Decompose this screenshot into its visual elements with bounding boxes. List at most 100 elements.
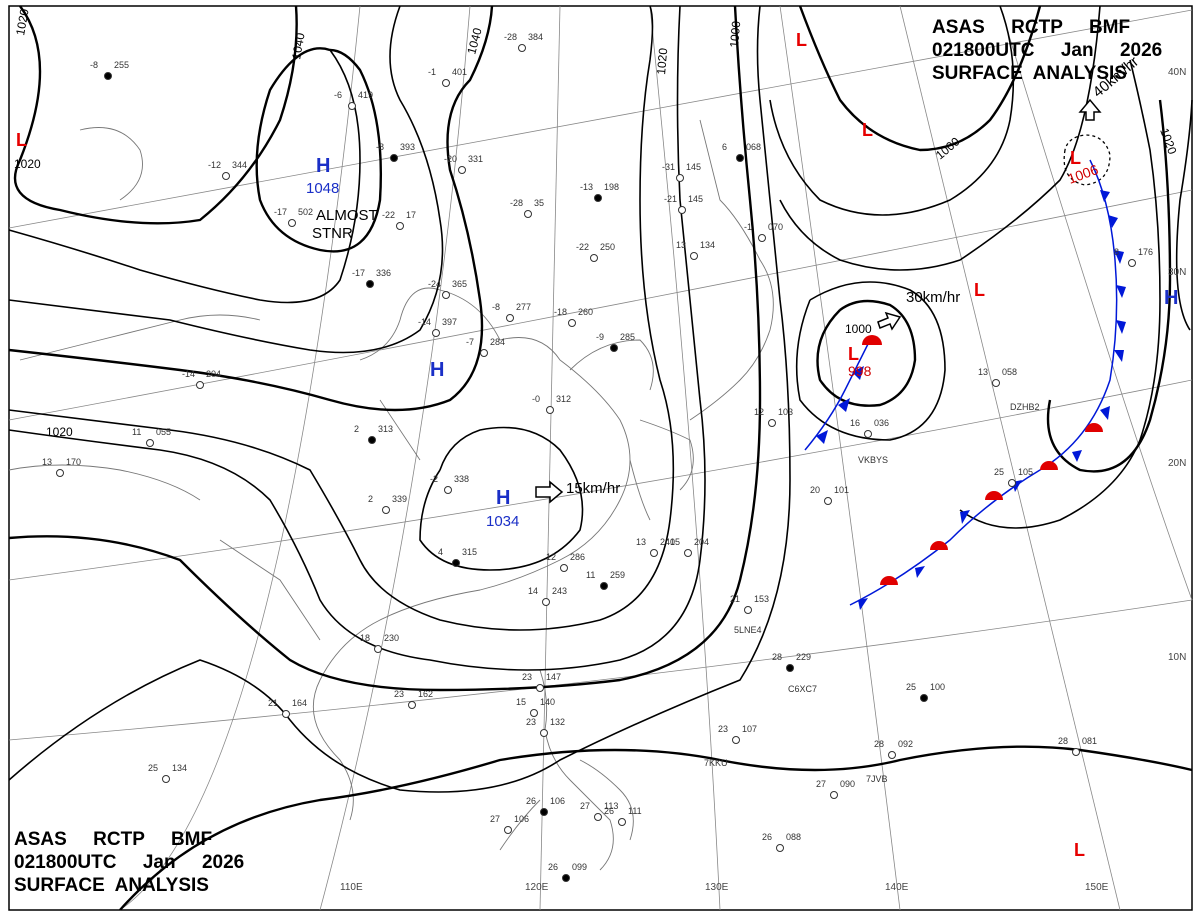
station-pressure: 35 (534, 198, 544, 208)
station-pressure: 134 (700, 240, 715, 250)
station-temp: -2 (430, 474, 438, 484)
station-temp: -8 (90, 60, 98, 70)
station-pressure: 401 (452, 67, 467, 77)
station-temp: 26 (526, 796, 536, 806)
station-pressure: 036 (874, 418, 889, 428)
high-label: H (430, 359, 444, 381)
high-motion-note: ALMOST STNR (312, 207, 378, 242)
low-pressure-value: 998 (848, 363, 872, 379)
station-pressure: 204 (206, 369, 221, 379)
station-temp: 21 (730, 594, 740, 604)
station-pressure: 384 (528, 32, 543, 42)
station-marker (736, 154, 744, 162)
ship-call-sign: 7KKU (704, 758, 728, 768)
station-marker (786, 664, 794, 672)
station-pressure: 312 (556, 394, 571, 404)
station-temp: 15 (516, 697, 526, 707)
station-temp: -14 (182, 369, 195, 379)
header-line: ASAS RCTP BMF (932, 17, 1131, 38)
station-temp: 23 (522, 672, 532, 682)
station-marker (196, 381, 204, 389)
station-pressure: 285 (620, 332, 635, 342)
station-pressure: 397 (442, 317, 457, 327)
station-temp: 2 (368, 494, 373, 504)
graticule (8, 5, 1193, 911)
station-marker (600, 582, 608, 590)
high-center-1048: H 1048 ALMOST STNR (306, 155, 378, 242)
station-pressure: 338 (454, 474, 469, 484)
station-pressure: 255 (114, 60, 129, 70)
station-marker (678, 206, 686, 214)
station-pressure: 088 (786, 832, 801, 842)
station-temp: 11 (586, 570, 595, 580)
station-pressure: 113 (604, 801, 618, 811)
graticule-labels: 110E 120E 130E 140E 150E 40N 30N 20N 10N (340, 67, 1186, 893)
station-marker (992, 379, 1000, 387)
header-title: SURFACE ANALYSIS (14, 875, 209, 896)
station-marker (618, 818, 626, 826)
station-temp: 26 (548, 862, 558, 872)
station-temp: 28 (1058, 736, 1068, 746)
station-pressure: 250 (600, 242, 615, 252)
station-marker (518, 44, 526, 52)
station-pressure: 134 (172, 763, 187, 773)
station-marker (504, 826, 512, 834)
station-pressure: 100 (930, 682, 945, 692)
station-temp: 13 (978, 367, 988, 377)
longitude-label: 130E (705, 882, 729, 893)
station-marker (1072, 748, 1080, 756)
station-temp: 25 (906, 682, 916, 692)
isobar-label: 1000 (845, 322, 872, 336)
station-marker (288, 219, 296, 227)
station-temp: 28 (874, 739, 884, 749)
station-temp: 2 (354, 424, 359, 434)
station-marker (432, 329, 440, 337)
station-marker (374, 645, 382, 653)
station-pressure: 243 (552, 586, 567, 596)
station-pressure: 502 (298, 207, 313, 217)
station-pressure: 176 (1138, 247, 1153, 257)
station-temp: 11 (132, 427, 141, 437)
station-marker (1008, 479, 1016, 487)
station-temp: 14 (528, 586, 538, 596)
station-pressure: 101 (834, 485, 849, 495)
low-label: L (848, 344, 859, 364)
station-marker (690, 252, 698, 260)
station-marker (390, 154, 398, 162)
station-temp: -21 (664, 194, 677, 204)
station-marker (610, 344, 618, 352)
station-temp: -8 (492, 302, 500, 312)
longitude-label: 150E (1085, 882, 1109, 893)
station-temp: -18 (554, 307, 567, 317)
high-motion-speed: 15km/hr (566, 480, 620, 497)
station-temp: -17 (274, 207, 287, 217)
station-pressure: 344 (232, 160, 247, 170)
station-temp: 23 (394, 689, 404, 699)
station-marker (562, 874, 570, 882)
station-temp: 13 (636, 537, 646, 547)
station-marker (444, 486, 452, 494)
longitude-label: 110E (340, 882, 363, 893)
station-marker (594, 813, 602, 821)
station-temp: 27 (490, 814, 500, 824)
latitude-label: 30N (1168, 267, 1186, 278)
motion-arrow (877, 311, 902, 331)
station-pressure: 162 (418, 689, 433, 699)
station-pressure: 204 (694, 537, 709, 547)
low-label: L (974, 280, 985, 300)
station-temp: -17 (352, 268, 365, 278)
station-pressure: 111 (628, 806, 642, 816)
ship-call-sign: VKBYS (858, 455, 888, 465)
ship-call-sign: DZHB2 (1010, 402, 1040, 412)
isobar-label: 1020 (46, 425, 73, 439)
station-pressure: 365 (452, 279, 467, 289)
station-marker (546, 406, 554, 414)
station-pressure: 339 (392, 494, 407, 504)
station-marker (830, 791, 838, 799)
station-marker (650, 549, 658, 557)
station-temp: 25 (148, 763, 158, 773)
station-temp: 6 (722, 142, 727, 152)
station-temp: -28 (510, 198, 523, 208)
station-marker (768, 419, 776, 427)
station-marker (568, 319, 576, 327)
